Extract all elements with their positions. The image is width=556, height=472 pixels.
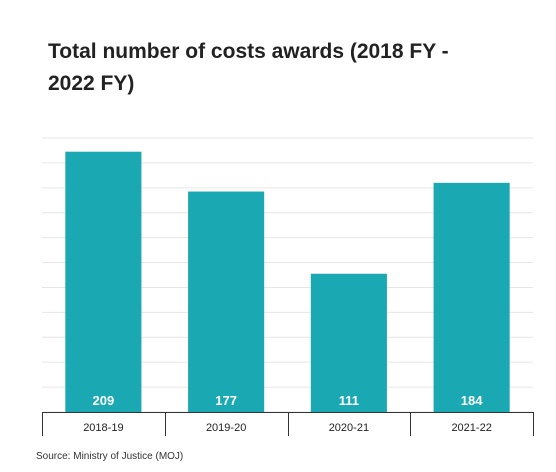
- bar: [310, 273, 387, 412]
- bar-value-label: 177: [215, 393, 237, 408]
- bar: [65, 151, 142, 412]
- bar-value-label: 209: [93, 393, 115, 408]
- chart-title: Total number of costs awards (2018 FY - …: [48, 40, 449, 95]
- source-note: Source: Ministry of Justice (MOJ): [36, 451, 184, 462]
- bar: [433, 182, 510, 412]
- x-tick-label: 2020-21: [329, 422, 369, 434]
- bar-value-label: 184: [461, 393, 483, 408]
- x-tick-label: 2019-20: [206, 422, 246, 434]
- bar: [188, 191, 265, 412]
- x-tick-label: 2021-22: [451, 422, 491, 434]
- x-tick-label: 2018-19: [83, 422, 123, 434]
- bar-value-label: 111: [339, 393, 359, 408]
